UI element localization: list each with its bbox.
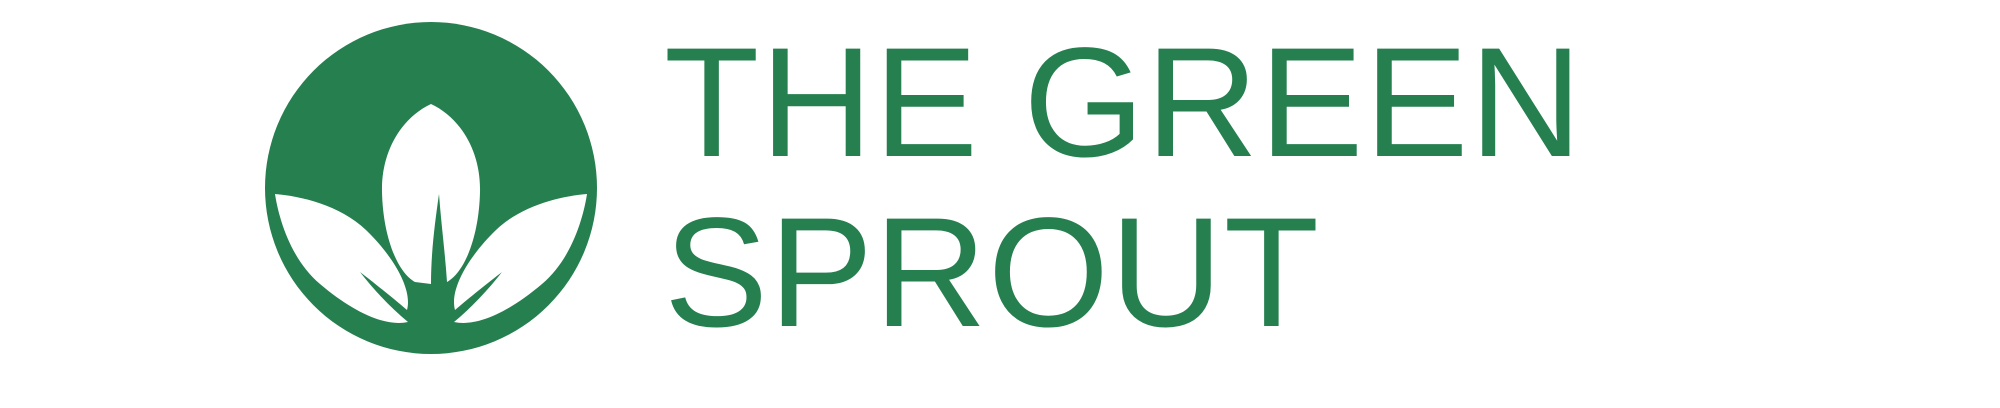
brand-name-line-1: THE GREEN	[664, 16, 1584, 190]
brand-name-line-2: SPROUT	[664, 186, 1321, 360]
brand-wordmark: THE GREEN SPROUT	[664, 18, 1583, 358]
sprout-leaf-icon	[265, 22, 597, 354]
